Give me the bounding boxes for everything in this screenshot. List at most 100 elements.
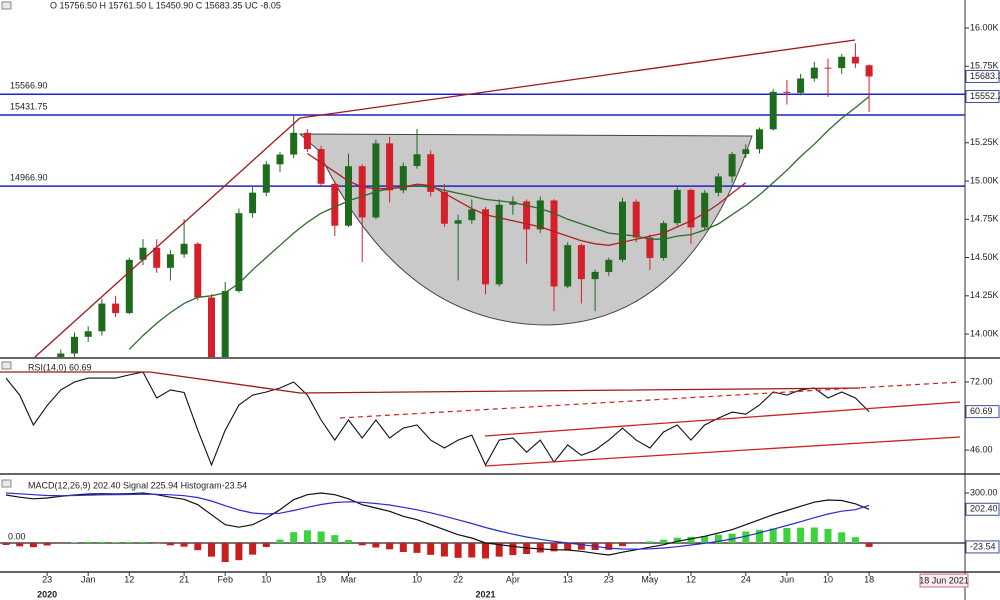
- candle-body: [523, 201, 531, 230]
- histogram-bar: [468, 543, 476, 558]
- candle-body: [386, 143, 394, 191]
- candle-body: [495, 204, 503, 285]
- histogram-bar: [413, 543, 421, 553]
- candle-body: [372, 143, 380, 218]
- histogram-bar: [194, 543, 202, 551]
- candle-body: [125, 259, 133, 314]
- histogram-bar: [482, 543, 489, 559]
- trendline: [299, 39, 856, 119]
- date-box: [919, 573, 969, 588]
- signal-line: [5, 492, 870, 550]
- histogram-bar: [619, 543, 626, 547]
- histogram-bar: [43, 543, 51, 546]
- x-tick-label: Jun: [780, 574, 795, 584]
- histogram-bar: [660, 539, 668, 543]
- histogram-bar: [358, 543, 366, 546]
- x-tick-label: 13: [563, 574, 573, 584]
- y-tick-label: 16.00K: [970, 22, 999, 32]
- histogram-bar: [865, 543, 873, 547]
- histogram-bar: [166, 543, 174, 546]
- candle-body: [454, 220, 462, 224]
- histogram-bar: [577, 543, 585, 550]
- value-label: 60.69: [970, 406, 993, 416]
- toolbar-icon[interactable]: [1, 361, 12, 370]
- histogram-bar: [262, 543, 270, 547]
- candle-body: [701, 192, 709, 228]
- candle-body: [208, 297, 215, 357]
- level-label: 14966.90: [10, 172, 48, 182]
- histogram-bar: [851, 537, 859, 543]
- candle-body: [564, 245, 572, 287]
- rsi-channel: [484, 436, 961, 467]
- histogram-bar: [605, 543, 613, 550]
- histogram-bar: [29, 543, 37, 548]
- value-label-box: [965, 405, 1000, 419]
- histogram-bar: [317, 531, 325, 543]
- candle-body: [646, 237, 654, 258]
- histogram-bar: [756, 529, 763, 543]
- rsi-line: [5, 371, 870, 467]
- candle-body: [714, 176, 722, 193]
- candle-body: [742, 149, 750, 155]
- rsi-trendline: [339, 381, 961, 419]
- histogram-bar: [235, 543, 243, 561]
- histogram-bar: [454, 543, 462, 558]
- candle-body: [632, 201, 640, 238]
- histogram-bar: [797, 527, 805, 543]
- x-tick-label: 21: [179, 574, 189, 584]
- rsi-trendline: [0, 371, 861, 394]
- x-tick-label: 10: [261, 574, 271, 584]
- histogram-bar: [701, 536, 709, 543]
- histogram-bar: [399, 543, 407, 552]
- candle-body: [139, 247, 147, 260]
- x-tick-label: 24: [741, 574, 751, 584]
- date-label: 18 Jun 2021: [919, 575, 969, 585]
- histogram-bar: [208, 543, 215, 557]
- x-tick-label: 10: [823, 574, 833, 584]
- candle-body: [660, 223, 668, 258]
- x-tick-label: 18: [864, 574, 874, 584]
- histogram-bar: [687, 536, 695, 543]
- x-tick-label: Mar: [341, 574, 357, 584]
- toolbar-icon[interactable]: [1, 479, 12, 488]
- candle-body: [577, 245, 585, 280]
- x-tick-label: 23: [604, 574, 614, 584]
- ohlc-header: O 15756.50 H 15761.50 L 15450.90 C 15683…: [50, 0, 281, 10]
- candle-body: [303, 132, 311, 150]
- toolbar-icon[interactable]: [1, 1, 12, 10]
- rsi-panel: [5, 371, 870, 467]
- histogram-bar: [221, 543, 229, 562]
- histogram-bar: [2, 543, 10, 545]
- histogram-bar: [550, 543, 558, 552]
- histogram-bar: [728, 533, 736, 543]
- histogram-bar: [249, 543, 257, 555]
- histogram-bar: [57, 543, 65, 544]
- candle-body: [180, 243, 188, 255]
- candle-body: [550, 200, 558, 287]
- histogram-bar: [71, 542, 78, 543]
- value-label-box: [965, 69, 1000, 83]
- y-tick-label: 14.25K: [970, 290, 999, 300]
- histogram-bar: [16, 543, 24, 547]
- candle-body: [276, 154, 284, 165]
- level-label: 15566.90: [10, 81, 48, 91]
- candle-body: [399, 166, 407, 191]
- candle-body: [71, 336, 78, 354]
- x-tick-label: Jan: [81, 574, 96, 584]
- level-label: 15431.75: [10, 101, 48, 111]
- histogram-bar: [372, 543, 380, 548]
- value-label: 15552.2: [970, 91, 1000, 101]
- value-label-box: [965, 540, 1000, 554]
- histogram-bar: [564, 543, 572, 550]
- y-tick-label: 46.00: [970, 444, 993, 454]
- candle-body: [249, 192, 257, 214]
- histogram-bar: [646, 541, 654, 543]
- candle-body: [57, 353, 65, 357]
- histogram-bar: [125, 542, 133, 543]
- candle-body: [769, 91, 777, 130]
- moving-average: [128, 95, 870, 350]
- histogram-bar: [536, 543, 544, 553]
- moving-average: [307, 152, 747, 246]
- x-tick-label: 12: [686, 574, 696, 584]
